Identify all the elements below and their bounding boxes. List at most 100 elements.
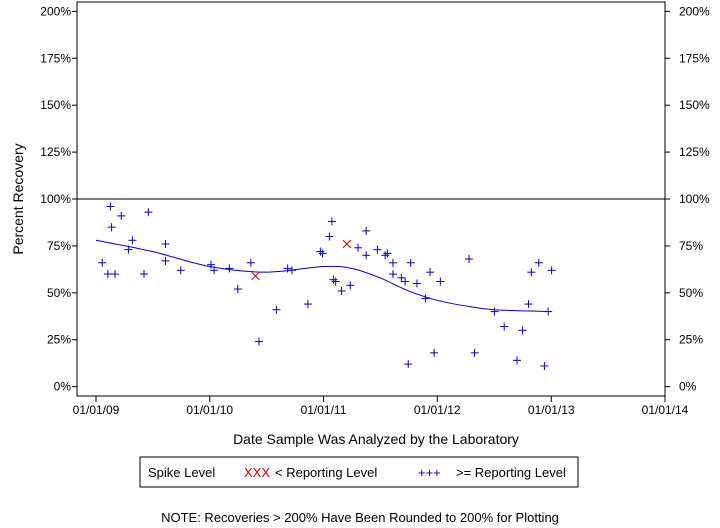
y-tick-label-left: 50% xyxy=(47,286,71,300)
data-point-plus xyxy=(426,268,435,277)
x-axis: 01/01/09 01/01/10 01/01/11 01/01/12 01/01/13… xyxy=(73,396,689,417)
legend-below-label: < Reporting Level xyxy=(275,465,377,480)
data-point-plus xyxy=(401,277,410,286)
marker-stroke xyxy=(342,239,352,249)
data-point-plus xyxy=(128,236,137,245)
trend-line xyxy=(95,239,551,313)
x-axis-title: Date Sample Was Analyzed by the Laborato… xyxy=(233,431,519,447)
data-point-plus xyxy=(103,270,112,279)
legend-above-label: >= Reporting Level xyxy=(456,465,566,480)
y-tick-label-right: 0% xyxy=(679,380,697,394)
data-point-plus xyxy=(524,300,533,309)
data-point-plus xyxy=(325,232,334,241)
y-tick-label-left: 175% xyxy=(40,51,71,65)
legend-title: Spike Level xyxy=(148,465,215,480)
trend-group xyxy=(95,239,551,313)
x-tick-label: 01/01/09 xyxy=(73,403,120,417)
data-point-x xyxy=(251,271,260,281)
y-axis-title: Percent Recovery xyxy=(10,143,26,254)
y-tick-label-right: 25% xyxy=(679,333,703,347)
data-point-plus xyxy=(421,294,430,303)
data-point-plus xyxy=(512,356,521,365)
data-point-plus xyxy=(124,245,133,254)
y-tick-label-right: 100% xyxy=(679,192,710,206)
data-point-plus xyxy=(388,270,397,279)
data-point-plus xyxy=(272,305,281,314)
data-point-plus xyxy=(430,348,439,357)
data-point-plus xyxy=(500,322,509,331)
y-tick-label-right: 200% xyxy=(679,4,710,18)
marker-stroke xyxy=(251,271,260,281)
data-point-plus xyxy=(283,264,292,273)
data-point-plus xyxy=(303,300,312,309)
data-point-plus xyxy=(327,217,336,226)
data-point-plus xyxy=(106,202,115,211)
y-tick-label-left: 200% xyxy=(40,4,71,18)
data-point-plus xyxy=(406,258,415,267)
y-tick-label-left: 100% xyxy=(40,192,71,206)
data-point-x xyxy=(342,239,352,249)
data-point-plus xyxy=(139,270,148,279)
data-point-plus xyxy=(107,223,116,232)
points-group xyxy=(98,202,556,370)
data-point-plus xyxy=(518,326,527,335)
y-tick-label-left: 150% xyxy=(40,98,71,112)
data-point-plus xyxy=(337,286,346,295)
x-tick-label: 01/01/11 xyxy=(301,403,347,417)
data-point-plus xyxy=(544,307,553,316)
y-tick-label-right: 125% xyxy=(679,145,710,159)
x-tick-label: 01/01/14 xyxy=(642,403,689,417)
data-point-plus xyxy=(331,277,340,286)
data-point-plus xyxy=(246,258,255,267)
data-point-plus xyxy=(404,360,413,369)
y-axis-left: 0% 25% 50% 75% 100% 125% 150% 175% 200% xyxy=(40,4,77,394)
data-point-plus xyxy=(362,226,371,235)
data-point-plus xyxy=(329,275,338,284)
data-point-plus xyxy=(98,258,107,267)
data-point-plus xyxy=(381,251,390,260)
y-tick-label-left: 0% xyxy=(54,380,72,394)
data-point-plus xyxy=(206,260,215,269)
data-point-plus xyxy=(117,211,126,220)
y-tick-label-left: 125% xyxy=(40,145,71,159)
data-point-plus xyxy=(465,255,473,264)
data-point-plus xyxy=(397,273,406,282)
data-point-plus xyxy=(225,264,234,273)
data-point-plus xyxy=(540,361,549,370)
data-point-plus xyxy=(547,266,556,275)
legend-below-marker: XXX xyxy=(244,465,270,480)
data-point-plus xyxy=(388,258,397,267)
data-point-plus xyxy=(254,337,263,346)
footnote: NOTE: Recoveries > 200% Have Been Rounde… xyxy=(161,510,559,525)
data-point-plus xyxy=(534,258,543,267)
data-point-plus xyxy=(233,285,242,294)
data-point-plus xyxy=(436,277,445,286)
data-point-plus xyxy=(354,243,363,252)
y-tick-label-right: 150% xyxy=(679,98,710,112)
data-point-plus xyxy=(362,251,371,260)
x-tick-label: 01/01/12 xyxy=(414,403,461,417)
data-point-plus xyxy=(383,249,392,258)
data-point-plus xyxy=(316,247,325,256)
data-point-plus xyxy=(144,208,153,217)
data-point-plus xyxy=(490,307,499,316)
data-point-plus xyxy=(111,270,120,279)
data-point-plus xyxy=(527,268,536,277)
data-point-plus xyxy=(412,279,421,288)
data-point-plus xyxy=(470,348,479,357)
data-point-plus xyxy=(161,240,170,249)
x-tick-label: 01/01/13 xyxy=(528,403,575,417)
data-point-plus xyxy=(346,281,355,290)
y-axis-right: 0% 25% 50% 75% 100% 125% 150% 175% 200% xyxy=(665,4,710,394)
legend-above-marker: +++ xyxy=(418,465,441,480)
data-point-plus xyxy=(288,266,297,275)
data-point-plus xyxy=(373,245,382,254)
x-tick-label: 01/01/10 xyxy=(186,403,233,417)
y-tick-label-right: 75% xyxy=(679,239,703,253)
y-tick-label-right: 50% xyxy=(679,286,703,300)
y-tick-label-left: 25% xyxy=(47,333,71,347)
y-tick-label-left: 75% xyxy=(47,239,71,253)
data-point-plus xyxy=(210,266,219,275)
legend-box xyxy=(139,456,579,488)
